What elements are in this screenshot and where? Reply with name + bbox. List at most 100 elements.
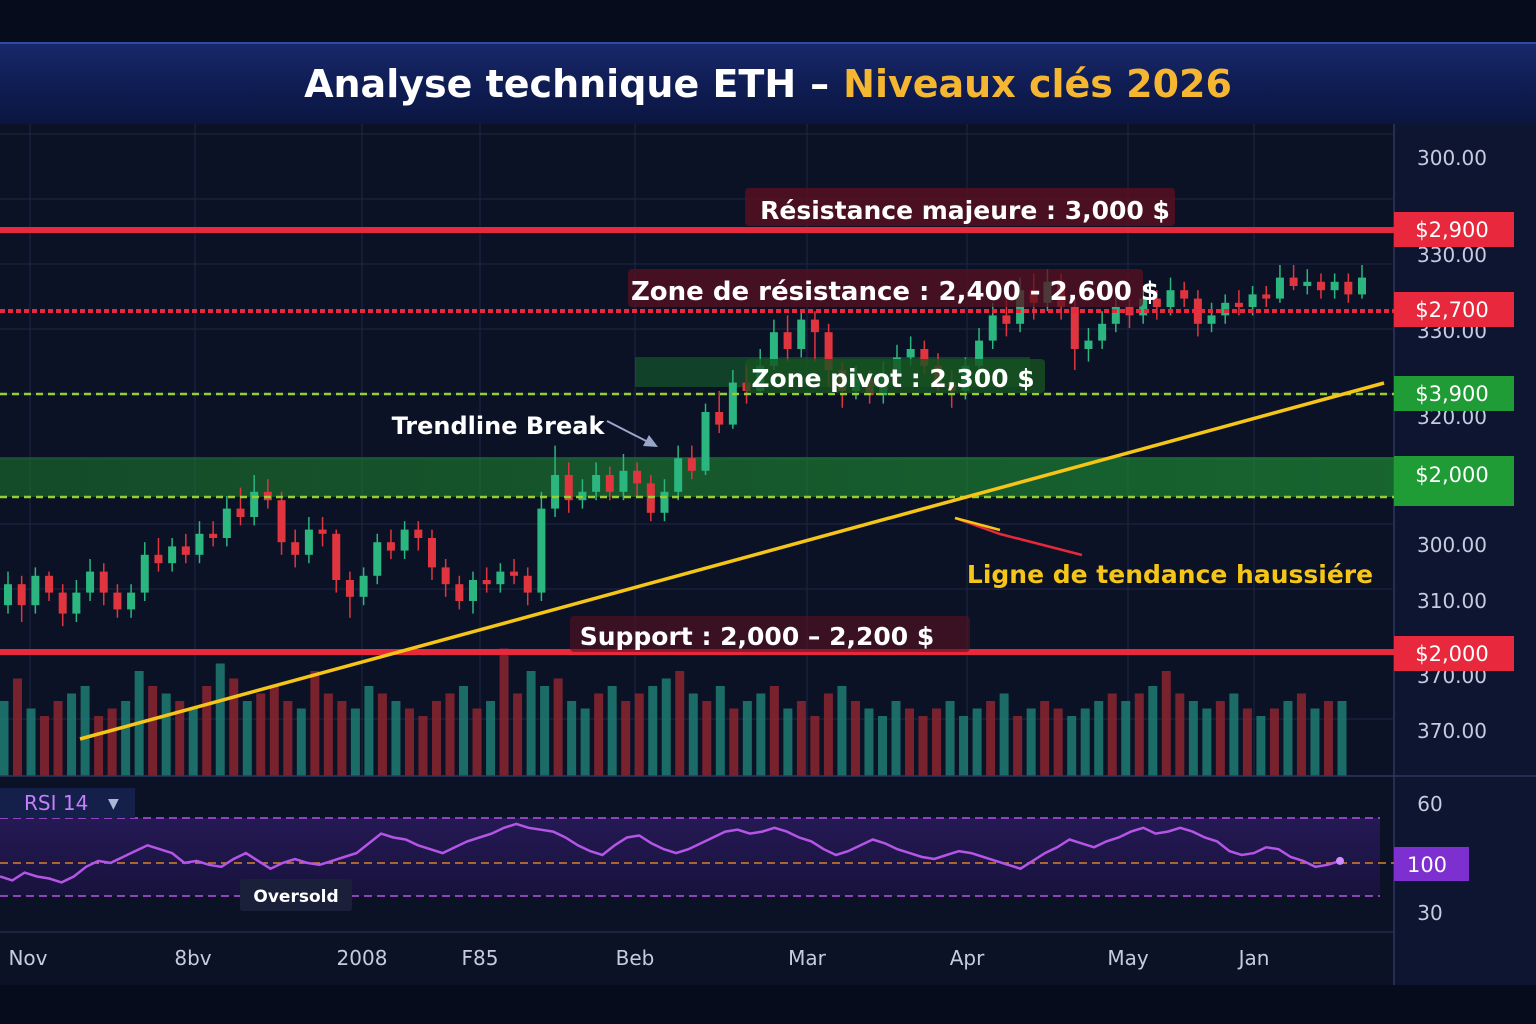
volume-bar (634, 693, 644, 776)
volume-bar (377, 693, 387, 776)
rsi-tick-label: 60 (1417, 792, 1442, 816)
candle-body (783, 332, 792, 349)
volume-bar (648, 686, 658, 776)
volume-bar (1269, 708, 1279, 776)
volume-bar (1175, 693, 1185, 776)
y-tick-label: 370.00 (1417, 719, 1487, 743)
candle-body (496, 571, 505, 585)
candle-body (1275, 277, 1284, 299)
volume-bar (877, 716, 887, 776)
volume-bar (161, 693, 171, 776)
rsi-indicator-label[interactable]: RSI 14 (24, 791, 88, 815)
candle-body (414, 529, 423, 538)
volume-bar (418, 716, 428, 776)
volume-bar (269, 686, 279, 776)
volume-bar (1256, 716, 1266, 776)
candle-body (17, 584, 26, 606)
volume-bar (553, 678, 563, 776)
volume-bar (1067, 716, 1077, 776)
volume-bar (661, 678, 671, 776)
volume-bar (1202, 708, 1212, 776)
volume-bar (1337, 701, 1347, 776)
label-bg-major-resistance (745, 188, 1175, 226)
price-tag-resistance-zone: $2,700 (1415, 298, 1488, 322)
rsi-end-marker (1336, 856, 1344, 865)
candle-body (1180, 290, 1189, 299)
volume-bar (0, 701, 9, 776)
y-tick-label: 310.00 (1417, 589, 1487, 613)
major-resistance-label: Résistance majeure : 3,000 $ (760, 196, 1170, 225)
volume-bar (1296, 693, 1306, 776)
price-tag-resistance-major: $2,900 (1415, 218, 1488, 242)
candle-body (605, 475, 614, 492)
candle-body (1002, 315, 1011, 324)
candle-body (1070, 307, 1079, 349)
rsi-value-badge-bg (1394, 847, 1469, 881)
price-tag-bg (1394, 636, 1514, 671)
candle-body (988, 315, 997, 341)
volume-bar (702, 701, 712, 776)
volume-bar (1188, 701, 1198, 776)
candle-body (386, 542, 395, 551)
volume-bar (202, 686, 212, 776)
volume-bar (1134, 693, 1144, 776)
rsi-label-bg[interactable] (0, 788, 135, 818)
candle-body (1262, 294, 1271, 299)
volume-bar (459, 686, 469, 776)
candle-body (797, 319, 806, 349)
rsi-line (0, 822, 1341, 884)
candle-body (619, 470, 628, 492)
candle-body (1330, 281, 1339, 291)
candle-body (701, 412, 710, 471)
candle-body (222, 508, 231, 538)
volume-bar (364, 686, 374, 776)
candle-body (975, 340, 984, 366)
volume-bar (959, 716, 969, 776)
candle-body (113, 592, 122, 610)
price-chart[interactable]: Résistance majeure : 3,000 $ Zone de rés… (0, 124, 1536, 985)
price-tag-bg (1394, 376, 1514, 411)
volume-bar (1215, 701, 1225, 776)
candle-body (1139, 298, 1148, 316)
uptrend-label: Ligne de tendance haussiére (967, 560, 1373, 589)
x-tick-label: Mar (788, 946, 827, 970)
arrow-head (643, 435, 658, 447)
candle-body (551, 475, 560, 509)
candle-body (728, 382, 737, 425)
candle-body (564, 475, 573, 501)
volume-bar (472, 708, 482, 776)
volume-bar (715, 686, 725, 776)
x-tick-label: Nov (8, 946, 47, 970)
candle-body (455, 584, 464, 601)
candle-body (345, 580, 354, 597)
candle-body (250, 491, 259, 517)
price-tag-support-zone: $2,000 (1415, 463, 1488, 487)
candle-body (687, 458, 696, 471)
price-tag-bg (1394, 292, 1514, 327)
volume-bar (486, 701, 496, 776)
y-tick-label: 300.00 (1417, 533, 1487, 557)
volume-bar (891, 701, 901, 776)
volume-bar (1161, 671, 1171, 776)
volume-bar (1080, 708, 1090, 776)
candle-body (1193, 298, 1202, 324)
volume-bar (621, 701, 631, 776)
volume-bar (823, 693, 833, 776)
candle-body (86, 571, 95, 593)
candle-body (1084, 340, 1093, 349)
chevron-down-icon[interactable]: ▼ (108, 796, 119, 812)
volume-bar (769, 686, 779, 776)
volume-bar (121, 701, 131, 776)
volume-bar (1013, 716, 1023, 776)
x-tick-label: 8bv (174, 946, 211, 970)
volume-bar (256, 693, 266, 776)
volume-bar (53, 701, 63, 776)
candle-body (592, 475, 601, 492)
volume-bar (905, 708, 915, 776)
volume-bar (864, 708, 874, 776)
candle-body (1358, 277, 1366, 295)
candle-body (1303, 281, 1312, 286)
volume-bar (1229, 693, 1239, 776)
candle-body (1152, 298, 1161, 307)
support-zone (0, 457, 1394, 497)
